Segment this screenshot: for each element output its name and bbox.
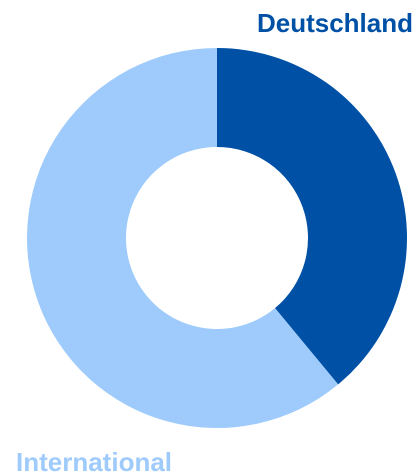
label-deutschland: Deutschland [256, 8, 413, 38]
slice-international [27, 48, 339, 428]
label-international: International [16, 447, 173, 472]
slice-deutschland [217, 48, 408, 385]
